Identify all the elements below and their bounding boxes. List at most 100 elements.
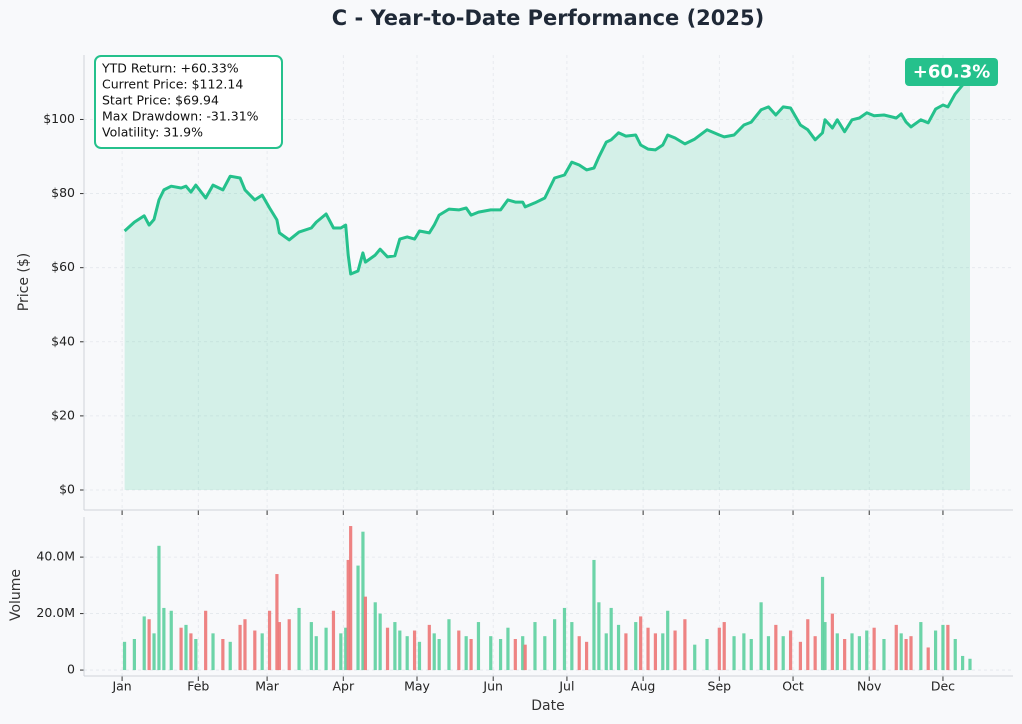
volume-bar	[742, 633, 746, 671]
volume-bar	[267, 610, 272, 671]
volume-bar	[666, 610, 670, 671]
volume-bar	[169, 610, 173, 671]
stats-line: YTD Return: +60.33%	[101, 61, 239, 76]
volume-bar	[228, 641, 232, 671]
volume-bar	[142, 616, 146, 671]
volume-bar	[122, 641, 127, 671]
volume-bar	[904, 639, 908, 671]
volume-bar	[857, 636, 861, 671]
y-tick-label: $100	[43, 111, 75, 126]
volume-bar	[393, 622, 397, 671]
volume-bar	[553, 619, 557, 671]
volume-bar	[624, 633, 628, 671]
volume-bar	[533, 622, 537, 671]
volume-bar	[457, 630, 461, 671]
volume-bar	[722, 622, 726, 671]
volume-bar	[405, 636, 409, 671]
volume-bar	[661, 633, 665, 671]
y-tick-label: 40.0M	[36, 549, 75, 564]
volume-bar	[506, 627, 510, 671]
volume-bar	[339, 633, 343, 671]
volume-bar	[788, 630, 793, 671]
volume-bar	[894, 624, 898, 671]
volume-bar	[759, 602, 763, 671]
y-tick-label: $20	[51, 407, 75, 422]
volume-bar	[843, 639, 847, 671]
volume-bar	[774, 624, 778, 671]
return-badge	[905, 58, 998, 86]
volume-bar	[346, 559, 350, 671]
volume-bar	[597, 602, 601, 671]
volume-bar	[946, 624, 950, 671]
volume-bar	[309, 622, 313, 671]
x-tick-label: Apr	[332, 679, 354, 694]
volume-bar	[570, 622, 574, 671]
volume-bar	[194, 639, 198, 671]
volume-bar	[865, 630, 869, 671]
volume-bar	[287, 619, 291, 671]
volume-bar	[432, 633, 436, 671]
y-tick-label: $80	[51, 185, 75, 200]
volume-bar	[766, 636, 771, 671]
volume-bar	[584, 641, 589, 671]
volume-bar	[543, 636, 547, 671]
volume-bar	[437, 639, 441, 671]
x-tick-label: Sep	[708, 679, 732, 694]
volume-bar	[850, 633, 854, 671]
volume-bar	[673, 630, 677, 671]
volume-bar	[693, 644, 697, 671]
volume-bar	[577, 636, 581, 671]
volume-bar	[132, 639, 136, 671]
volume-bar	[314, 636, 318, 671]
stats-line: Max Drawdown: -31.31%	[102, 109, 259, 124]
x-tick-label: Feb	[187, 679, 209, 694]
x-tick-label: Jul	[558, 679, 574, 694]
volume-bar	[253, 630, 257, 671]
volume-bar	[363, 596, 368, 671]
y-axis-label: Price ($)	[16, 253, 32, 311]
volume-bar	[646, 627, 650, 671]
volume-bar	[639, 616, 643, 671]
volume-bar	[882, 639, 886, 671]
volume-bar	[469, 639, 473, 671]
volume-bar	[781, 636, 785, 671]
volume-bar	[356, 565, 360, 671]
volume-bar	[238, 624, 242, 671]
volume-bar	[830, 613, 834, 671]
chart-title: C - Year-to-Date Performance (2025)	[332, 6, 764, 30]
volume-bar	[634, 622, 638, 671]
y-tick-label: $0	[59, 481, 75, 496]
volume-bar	[926, 647, 930, 671]
volume-bar	[705, 639, 709, 671]
volume-bar	[604, 633, 608, 671]
volume-bar	[919, 622, 923, 671]
volume-bar	[152, 633, 156, 671]
volume-bar	[961, 655, 965, 671]
volume-bar	[417, 641, 422, 671]
volume-bar	[941, 624, 945, 671]
volume-bar	[899, 633, 903, 671]
volume-bar	[835, 633, 839, 671]
volume-bar	[823, 622, 827, 671]
volume-bar	[872, 627, 876, 671]
volume-bar	[562, 607, 567, 671]
return-badge-label: +60.3%	[913, 62, 991, 83]
volume-bar	[513, 639, 517, 671]
volume-bar	[806, 619, 810, 671]
x-tick-label: Jan	[111, 679, 131, 694]
volume-bar	[275, 574, 279, 671]
x-tick-label: Jun	[482, 679, 503, 694]
volume-bar	[427, 624, 431, 671]
volume-bar	[373, 602, 377, 671]
price-line	[123, 73, 972, 276]
volume-bar	[521, 636, 525, 671]
volume-bar	[147, 619, 151, 671]
x-tick-label: May	[404, 679, 430, 694]
volume-bar	[489, 636, 493, 671]
volume-bar	[653, 633, 658, 671]
y-tick-label: 20.0M	[36, 605, 75, 620]
x-tick-label: Oct	[782, 679, 804, 694]
stats-line: Start Price: $69.94	[102, 93, 219, 108]
volume-bar	[749, 639, 753, 671]
